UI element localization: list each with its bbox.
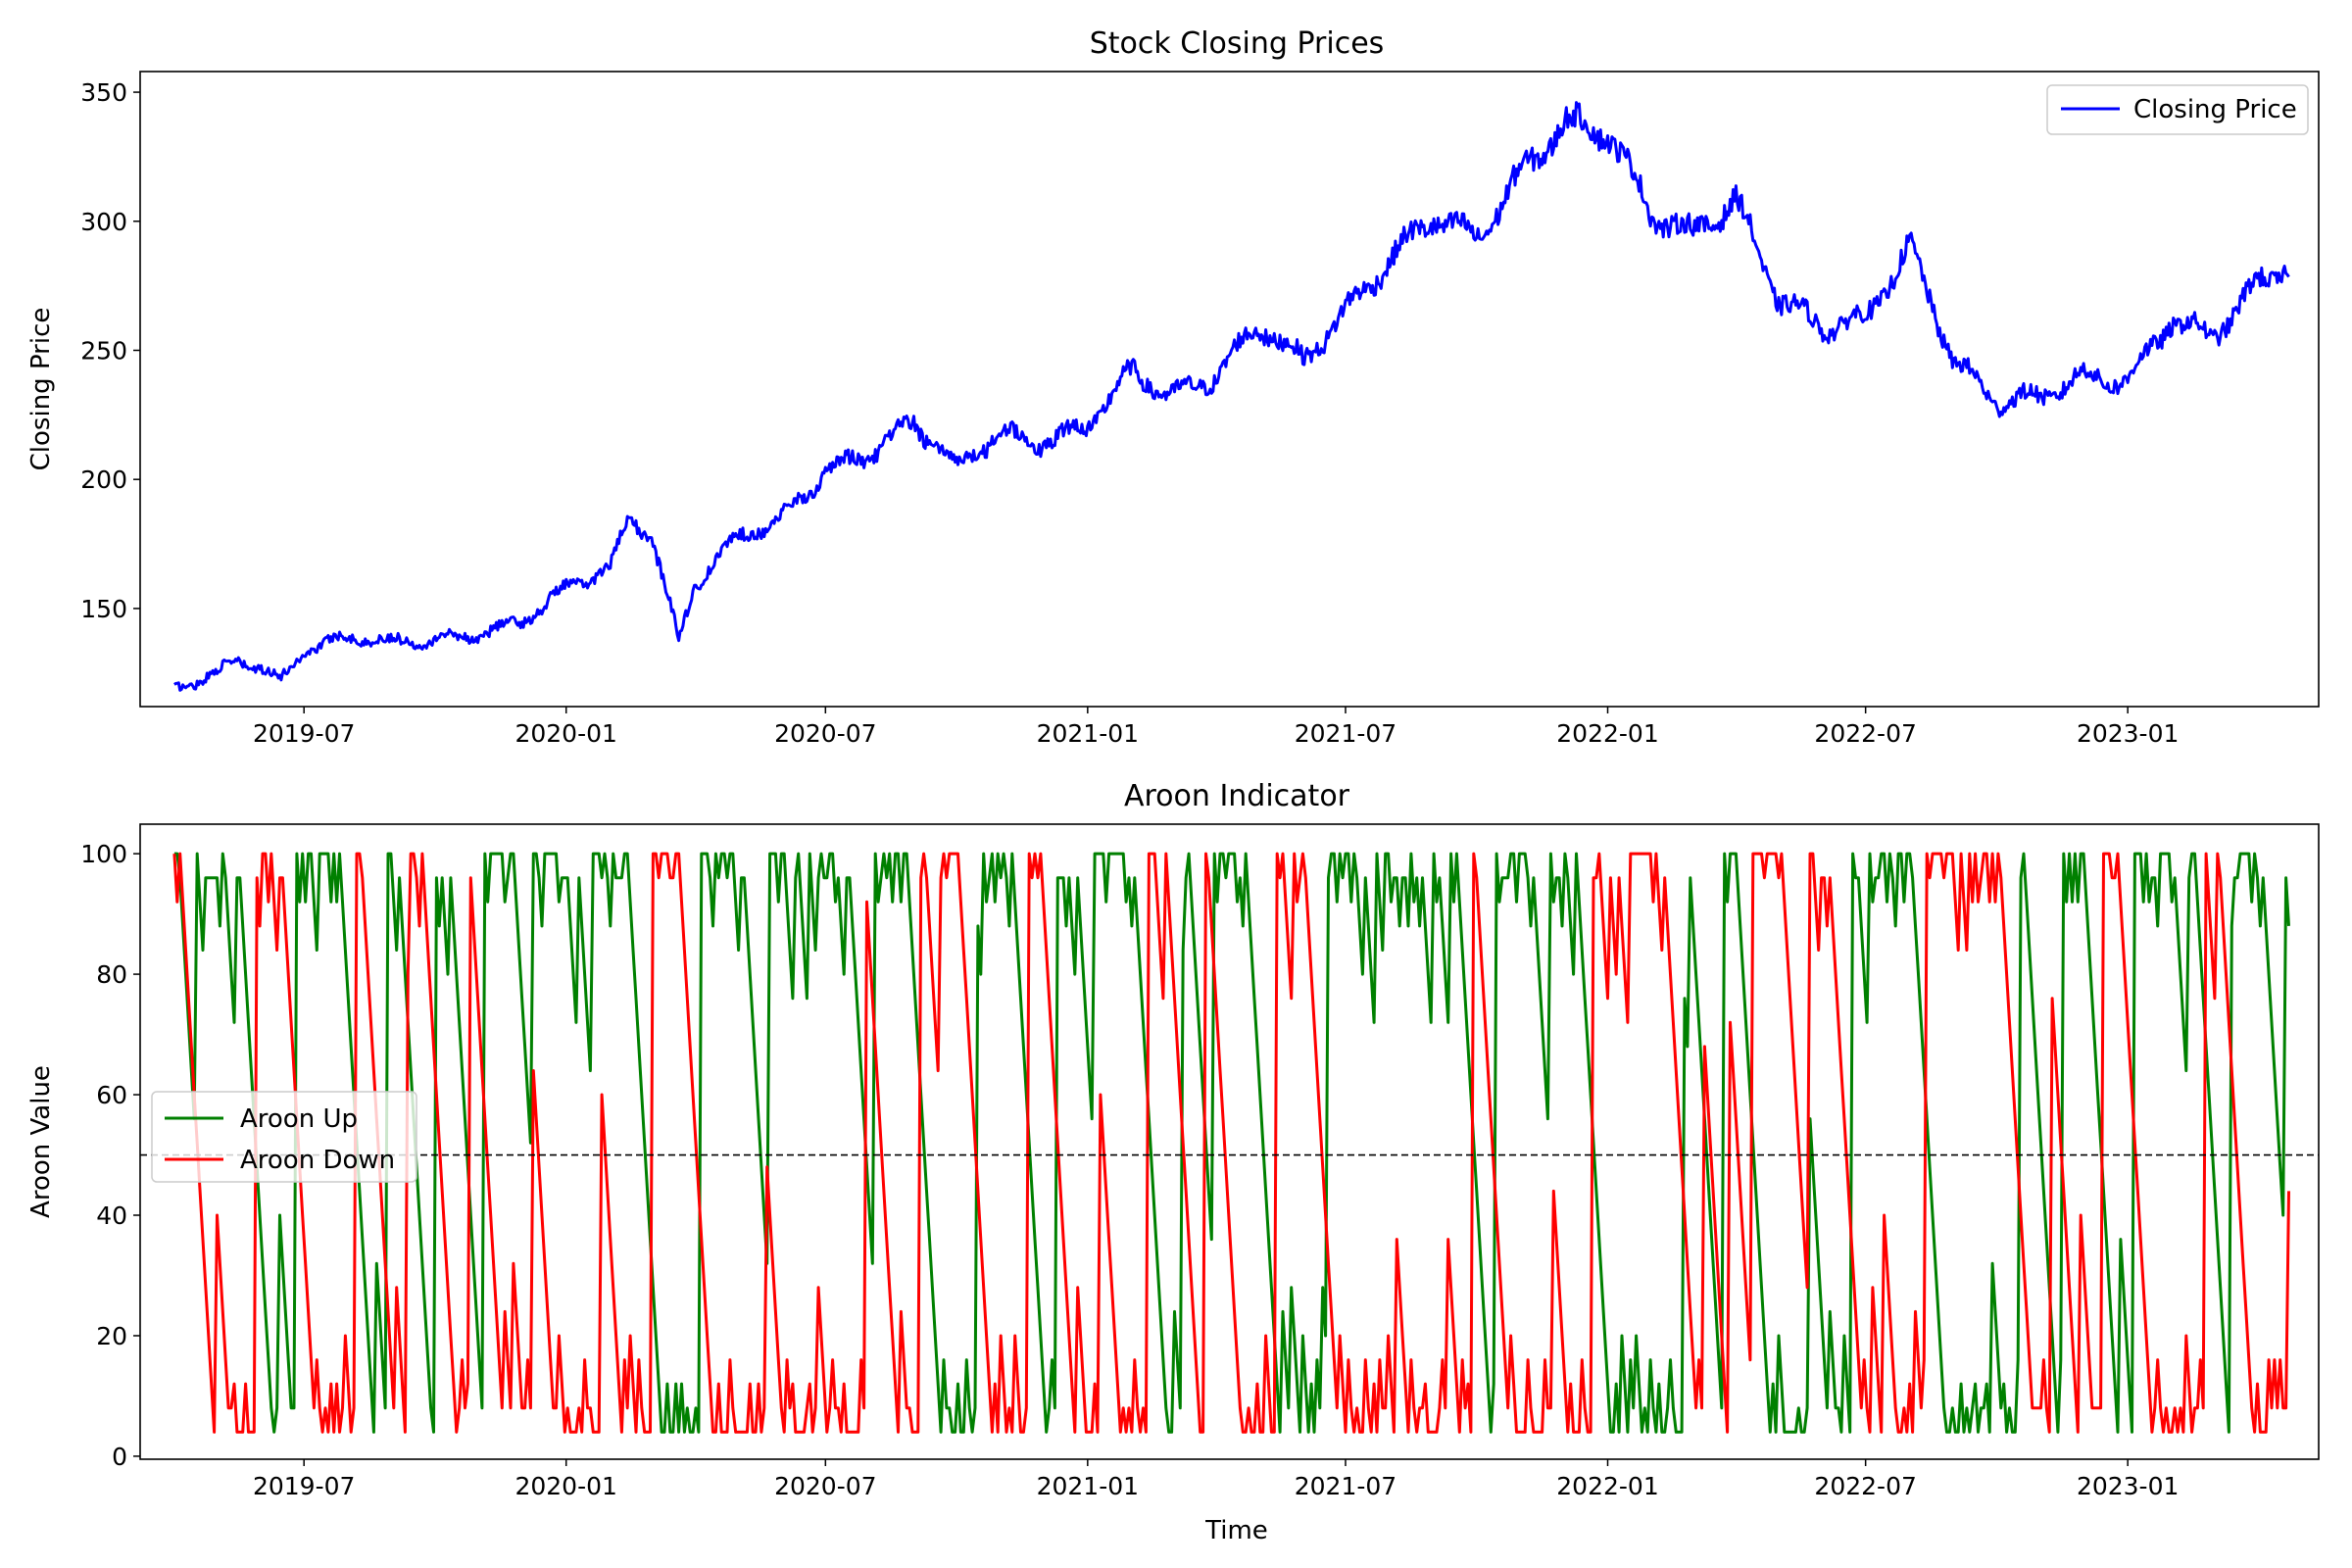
aroon-y-tick-label: 100 <box>80 840 127 868</box>
aroon-x-tick-label: 2022-01 <box>1556 1472 1658 1500</box>
price-x-tick-label: 2020-07 <box>774 719 876 748</box>
price-chart: Stock Closing Prices 150 200 250 300 350 201… <box>26 26 2320 748</box>
price-x-tick-label: 2021-01 <box>1037 719 1139 748</box>
price-y-tick-label: 150 <box>80 595 127 623</box>
aroon-y-axis-label: Aroon Value <box>26 1065 56 1218</box>
price-y-tick-label: 300 <box>80 208 127 236</box>
aroon-up-line <box>173 852 2290 1434</box>
aroon-y-tick-label: 0 <box>112 1443 127 1471</box>
aroon-chart-title: Aroon Indicator <box>1124 779 1350 813</box>
price-legend-box <box>2046 84 2309 135</box>
aroon-y-tick-label: 60 <box>96 1081 127 1109</box>
price-x-tick-label: 2021-07 <box>1295 719 1396 748</box>
aroon-x-tick-label: 2020-01 <box>514 1472 616 1500</box>
aroon-x-tick-label: 2020-07 <box>774 1472 876 1500</box>
closing-price-line <box>173 101 2290 692</box>
aroon-x-tick-label: 2021-01 <box>1037 1472 1139 1500</box>
price-x-tick-label: 2019-07 <box>253 719 355 748</box>
aroon-plot-frame <box>139 823 2320 1460</box>
price-legend: Closing Price <box>2046 84 2309 135</box>
aroon-x-tick-label: 2023-01 <box>2077 1472 2179 1500</box>
price-plot-frame <box>139 71 2320 708</box>
aroon-x-tick-label: 2022-07 <box>1814 1472 1916 1500</box>
aroon-x-tick-label: 2021-07 <box>1295 1472 1396 1500</box>
legend-label-closing-price: Closing Price <box>2133 95 2297 124</box>
aroon-down-line <box>172 852 2290 1434</box>
aroon-y-tick-label: 40 <box>96 1201 127 1230</box>
price-chart-title: Stock Closing Prices <box>1090 26 1385 61</box>
aroon-x-axis-label: Time <box>1204 1516 1268 1545</box>
price-x-tick-label: 2020-01 <box>514 719 616 748</box>
price-y-tick-label: 200 <box>80 466 127 494</box>
aroon-y-tick-label: 80 <box>96 960 127 989</box>
aroon-y-tick-label: 20 <box>96 1322 127 1350</box>
price-x-tick-label: 2023-01 <box>2077 719 2179 748</box>
legend-label-aroon-down: Aroon Down <box>240 1146 395 1175</box>
aroon-chart: Aroon Indicator 0 20 40 60 80 100 2019-07 2020… <box>26 779 2320 1545</box>
aroon-legend: Aroon Up Aroon Down <box>151 1091 417 1183</box>
price-y-tick-label: 250 <box>80 336 127 365</box>
price-x-tick-label: 2022-01 <box>1556 719 1658 748</box>
aroon-x-tick-label: 2019-07 <box>253 1472 355 1500</box>
price-y-tick-label: 350 <box>80 78 127 107</box>
legend-label-aroon-up: Aroon Up <box>240 1104 358 1134</box>
price-x-tick-label: 2022-07 <box>1814 719 1916 748</box>
price-y-axis-label: Closing Price <box>26 308 56 471</box>
